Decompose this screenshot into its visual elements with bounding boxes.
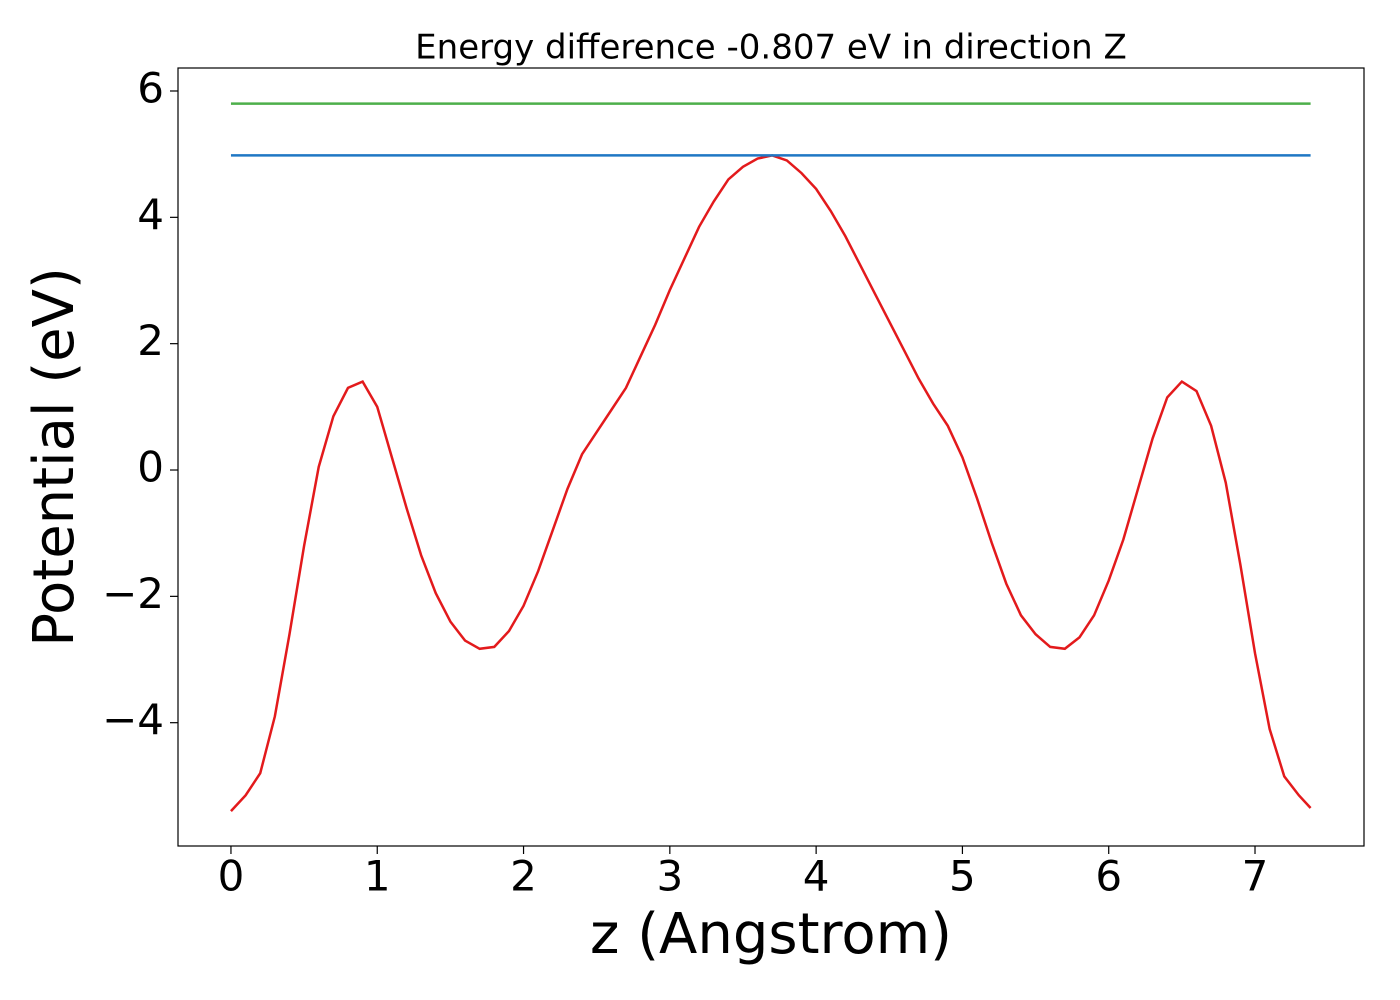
x-tick-label: 1 [364, 852, 391, 901]
plot-frame [177, 67, 1365, 847]
x-tick-label: 3 [656, 852, 683, 901]
y-tick-label: −2 [102, 569, 164, 618]
y-axis-label: Potential (eV) [22, 267, 87, 647]
x-tick-label: 2 [510, 852, 537, 901]
y-tick-label: 6 [137, 63, 164, 112]
chart-title: Energy difference -0.807 eV in direction… [415, 28, 1127, 68]
x-tick-label: 4 [803, 852, 830, 901]
y-tick-label: 0 [137, 443, 164, 492]
x-tick-label: 6 [1095, 852, 1122, 901]
x-axis-label: z (Angstrom) [590, 902, 952, 967]
x-tick-label: 7 [1242, 852, 1269, 901]
y-tick-label: 4 [137, 190, 164, 239]
y-tick-label: −4 [102, 695, 164, 744]
x-tick-label: 5 [949, 852, 976, 901]
x-tick-label: 0 [218, 852, 245, 901]
series-line [230, 154, 1312, 812]
y-tick-label: 2 [137, 316, 164, 365]
